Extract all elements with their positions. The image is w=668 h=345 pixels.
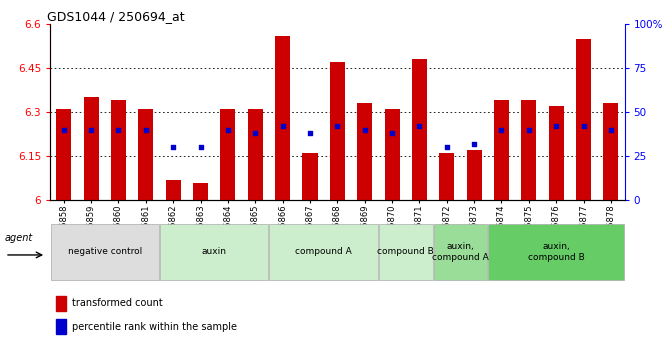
Point bbox=[496, 127, 507, 132]
Point bbox=[277, 124, 288, 129]
Bar bbox=[166, 179, 181, 200]
Bar bbox=[466, 150, 482, 200]
Bar bbox=[303, 153, 317, 200]
Point bbox=[524, 127, 534, 132]
Bar bbox=[385, 109, 399, 200]
Point bbox=[442, 145, 452, 150]
Bar bbox=[357, 103, 372, 200]
Bar bbox=[576, 39, 591, 200]
Text: compound A: compound A bbox=[295, 247, 352, 256]
Point bbox=[222, 127, 233, 132]
Text: agent: agent bbox=[5, 233, 33, 243]
Point bbox=[58, 127, 69, 132]
Text: GDS1044 / 250694_at: GDS1044 / 250694_at bbox=[47, 10, 185, 23]
Bar bbox=[494, 100, 509, 200]
Point bbox=[578, 124, 589, 129]
Point bbox=[387, 130, 397, 136]
Point bbox=[305, 130, 315, 136]
Bar bbox=[56, 296, 66, 310]
Point bbox=[414, 124, 425, 129]
FancyBboxPatch shape bbox=[269, 224, 378, 280]
Bar bbox=[193, 183, 208, 200]
Point bbox=[469, 141, 480, 147]
Bar bbox=[111, 100, 126, 200]
Bar bbox=[412, 59, 427, 200]
Bar bbox=[440, 153, 454, 200]
Bar bbox=[138, 109, 154, 200]
Text: auxin,
compound B: auxin, compound B bbox=[528, 242, 584, 262]
FancyBboxPatch shape bbox=[379, 224, 433, 280]
FancyBboxPatch shape bbox=[51, 224, 159, 280]
Point bbox=[86, 127, 96, 132]
Bar bbox=[548, 106, 564, 200]
Point bbox=[551, 124, 562, 129]
Text: percentile rank within the sample: percentile rank within the sample bbox=[72, 322, 237, 332]
Bar bbox=[248, 109, 263, 200]
Bar bbox=[603, 103, 619, 200]
Bar bbox=[330, 62, 345, 200]
FancyBboxPatch shape bbox=[488, 224, 624, 280]
Bar bbox=[84, 97, 99, 200]
Point bbox=[250, 130, 261, 136]
FancyBboxPatch shape bbox=[434, 224, 487, 280]
Point bbox=[168, 145, 178, 150]
Point bbox=[195, 145, 206, 150]
Text: compound B: compound B bbox=[377, 247, 434, 256]
Bar bbox=[56, 319, 66, 334]
FancyBboxPatch shape bbox=[160, 224, 269, 280]
Text: auxin: auxin bbox=[202, 247, 226, 256]
Text: auxin,
compound A: auxin, compound A bbox=[432, 242, 489, 262]
Bar bbox=[56, 109, 71, 200]
Point bbox=[332, 124, 343, 129]
Bar bbox=[220, 109, 235, 200]
Point bbox=[359, 127, 370, 132]
Text: transformed count: transformed count bbox=[72, 298, 163, 308]
Point bbox=[113, 127, 124, 132]
Bar bbox=[521, 100, 536, 200]
Bar bbox=[275, 36, 290, 200]
Point bbox=[140, 127, 151, 132]
Text: negative control: negative control bbox=[67, 247, 142, 256]
Point bbox=[606, 127, 617, 132]
